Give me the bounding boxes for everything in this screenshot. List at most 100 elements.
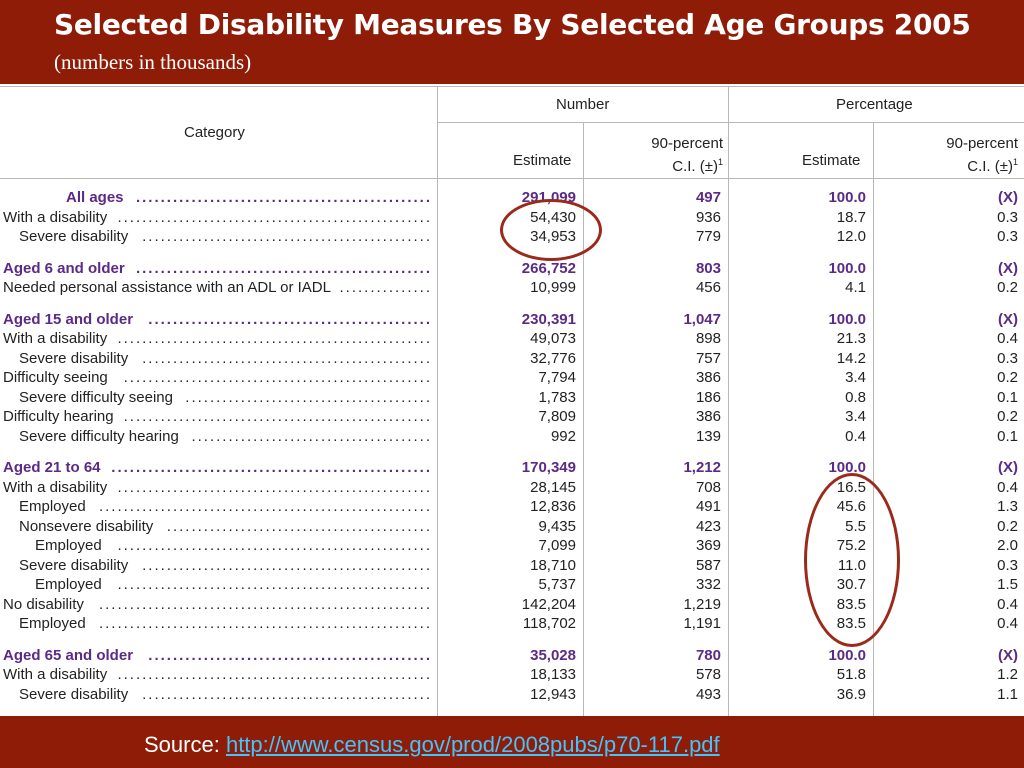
number-ci-cell: 587 (695, 556, 721, 574)
percentage-estimate-cell: 100.0 (828, 646, 866, 664)
table-row: Employed................................… (0, 575, 1024, 595)
percentage-estimate-cell: 100.0 (828, 459, 866, 476)
percentage-ci-cell: 2.0 (997, 537, 1018, 554)
source-link[interactable]: http://www.census.gov/prod/2008pubs/p70-… (225, 732, 720, 757)
row-category-label: Aged 15 and older (3, 310, 134, 328)
percentage-estimate-cell: 36.9 (836, 685, 866, 703)
row-category-label: Severe disability (19, 685, 129, 703)
row-category-label: Employed (35, 537, 102, 554)
group-header-rule (438, 122, 1024, 123)
percentage-ci-cell: (X) (998, 259, 1018, 277)
highlight-circle-disability-counts (500, 199, 602, 261)
percentage-ci-cell: (X) (998, 459, 1018, 476)
row-category-label: No disability (3, 595, 84, 613)
table-row: Nonsevere disability....................… (0, 517, 1024, 537)
number-estimate-cell: 12,836 (530, 498, 576, 515)
number-ci-cell: 456 (695, 279, 721, 296)
percentage-col-divider (873, 122, 874, 716)
percentage-estimate-cell: 100.0 (828, 259, 866, 277)
source-line: Source: http://www.census.gov/prod/2008p… (144, 732, 720, 758)
slide-subtitle: (numbers in thousands) (54, 50, 252, 74)
row-category-label: Employed (19, 615, 86, 632)
percentage-ci-cell: 0.3 (997, 349, 1018, 367)
percentage-estimate-cell: 21.3 (836, 330, 866, 347)
number-estimate-cell: 142,204 (521, 595, 576, 613)
number-estimate-cell: 49,073 (530, 330, 576, 347)
number-ci-cell: 386 (695, 408, 721, 425)
percentage-ci-cell: (X) (998, 646, 1018, 664)
number-ci-cell: 423 (695, 517, 721, 535)
number-header: Number (556, 96, 610, 113)
number-ci-cell: 757 (695, 349, 721, 367)
row-category-label: Nonsevere disability (19, 517, 154, 535)
leader-dots: ........................................… (98, 595, 432, 613)
table-row: Severe difficulty seeing................… (0, 388, 1024, 408)
row-category-label: Aged 65 and older (3, 646, 134, 664)
row-category-label: Severe disability (19, 349, 129, 367)
row-category-label: With a disability (3, 478, 108, 496)
number-ci-cell: 708 (695, 478, 721, 496)
number-estimate-cell: 32,776 (530, 349, 576, 367)
number-estimate-cell: 35,028 (530, 646, 576, 664)
percentage-ci-cell: 1.5 (997, 576, 1018, 593)
leader-dots: ........................................… (117, 576, 432, 593)
percentage-ci-cell: 0.4 (997, 595, 1018, 613)
number-ci-header: 90-percent C.I. (±)1 (651, 135, 723, 175)
table-row: With a disability.......................… (0, 665, 1024, 685)
leader-dots: ........................................… (135, 189, 432, 206)
percentage-estimate-cell: 4.1 (845, 279, 866, 296)
number-ci-cell: 936 (695, 208, 721, 226)
percentage-ci-cell: 0.4 (997, 330, 1018, 347)
number-estimate-cell: 118,702 (522, 615, 576, 632)
percentage-ci-cell: 0.4 (997, 478, 1018, 496)
percentage-estimate-cell: 18.7 (836, 208, 866, 226)
row-category-label: With a disability (3, 330, 108, 347)
number-estimate-cell: 7,809 (538, 408, 576, 425)
number-estimate-cell: 10,999 (530, 279, 576, 296)
leader-dots: ........................................… (98, 615, 432, 632)
number-estimate-cell: 266,752 (521, 259, 576, 277)
percentage-estimate-cell: 14.2 (836, 349, 866, 367)
table-row: With a disability.......................… (0, 208, 1024, 228)
leader-dots: ........................................… (148, 310, 432, 328)
slide-title: Selected Disability Measures By Selected… (54, 8, 971, 41)
leader-dots: ........................................… (117, 208, 432, 226)
leader-dots: ........................................… (117, 330, 432, 347)
number-ci-cell: 1,047 (683, 310, 721, 328)
number-ci-cell: 578 (695, 666, 721, 683)
percentage-ci-cell: 0.1 (997, 427, 1018, 445)
number-col-divider (583, 122, 584, 716)
leader-dots: ........................................… (166, 517, 432, 535)
row-category-label: Employed (19, 498, 86, 515)
percentage-ci-cell: 0.3 (997, 556, 1018, 574)
leader-dots: ........................................… (123, 408, 432, 425)
percentage-header: Percentage (836, 96, 913, 113)
leader-dots: ........................................… (148, 646, 432, 664)
number-ci-cell: 780 (695, 646, 721, 664)
leader-dots: ........................................ (185, 388, 432, 406)
table-row: Severe disability.......................… (0, 556, 1024, 576)
leader-dots: ........................................… (142, 228, 432, 245)
percentage-ci-cell: 0.4 (997, 615, 1018, 632)
table-row: With a disability.......................… (0, 329, 1024, 349)
number-ci-cell: 369 (695, 537, 721, 554)
percentage-estimate-cell: 12.0 (836, 228, 866, 245)
table-row: Difficulty hearing......................… (0, 407, 1024, 427)
table-group-row: Aged 21 to 64...........................… (0, 458, 1024, 478)
percentage-ci-cell: 0.1 (997, 388, 1018, 406)
percentage-ci-cell: 0.3 (997, 208, 1018, 226)
number-ci-cell: 493 (695, 685, 721, 703)
leader-dots: ........................................… (135, 259, 432, 277)
table-row: Needed personal assistance with an ADL o… (0, 278, 1024, 298)
percentage-ci-cell: 0.2 (997, 279, 1018, 296)
number-estimate-cell: 230,391 (521, 310, 576, 328)
slide-footer: Source: http://www.census.gov/prod/2008p… (0, 716, 1024, 768)
row-category-label: Difficulty seeing (3, 369, 108, 386)
row-category-label: All ages (66, 189, 124, 206)
table-row: Severe disability.......................… (0, 349, 1024, 369)
row-category-label: Severe difficulty seeing (19, 388, 173, 406)
category-divider (437, 86, 438, 716)
number-ci-cell: 803 (695, 259, 721, 277)
leader-dots: ........................................… (142, 556, 432, 574)
table-row: Difficulty seeing.......................… (0, 368, 1024, 388)
